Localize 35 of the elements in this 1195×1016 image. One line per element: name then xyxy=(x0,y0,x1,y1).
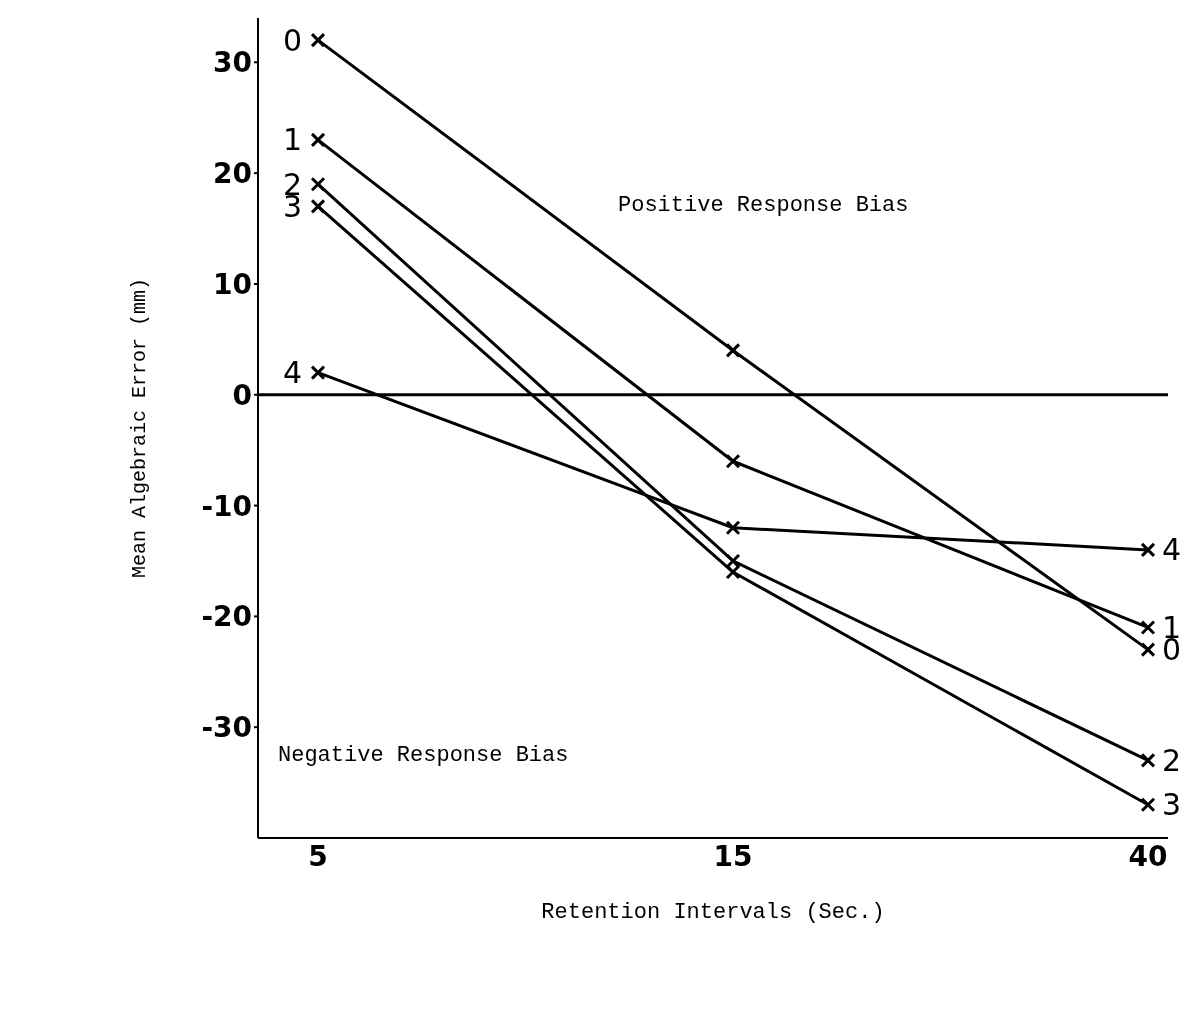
point xyxy=(1140,752,1156,768)
x-tick-label: 5 xyxy=(308,839,328,873)
point xyxy=(310,132,326,148)
point xyxy=(310,32,326,48)
annotation: Negative Response Bias xyxy=(278,743,569,768)
point xyxy=(1140,619,1156,635)
point xyxy=(310,176,326,192)
series-label: 2 xyxy=(1162,742,1182,778)
y-axis-title: Mean Algebraic Error (mm) xyxy=(128,277,152,579)
y-tick-label: 30 xyxy=(213,46,252,80)
x-tick-label: 15 xyxy=(713,839,753,873)
point xyxy=(310,198,326,214)
point xyxy=(310,365,326,381)
text: 4 xyxy=(282,355,302,391)
point xyxy=(725,553,741,569)
y-tick-label: -30 xyxy=(201,711,252,745)
series-label: 3 xyxy=(1162,787,1182,823)
point xyxy=(725,342,741,358)
point xyxy=(1140,542,1156,558)
text: 1 xyxy=(282,122,302,158)
x-axis-title: Retention Intervals (Sec.) xyxy=(541,900,885,925)
text: 0 xyxy=(282,22,302,58)
y-tick-label: -20 xyxy=(201,600,252,634)
point xyxy=(725,564,741,580)
y-tick-label: -10 xyxy=(201,489,252,523)
point xyxy=(1140,797,1156,813)
point xyxy=(1140,642,1156,658)
point xyxy=(725,453,741,469)
y-tick-label: 20 xyxy=(213,157,252,191)
series-label: 4 xyxy=(1162,532,1182,568)
point xyxy=(725,520,741,536)
y-tick-label: 10 xyxy=(213,267,252,301)
y-tick-label: 0 xyxy=(232,378,252,412)
x-tick-label: 40 xyxy=(1128,839,1168,873)
annotation: Positive Response Bias xyxy=(618,193,909,218)
